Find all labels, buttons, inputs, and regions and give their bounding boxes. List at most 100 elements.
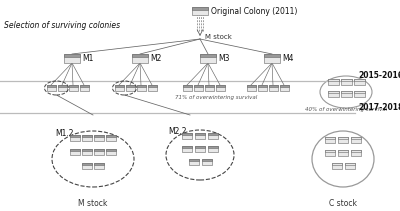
Bar xyxy=(200,54,216,63)
Bar xyxy=(182,146,192,152)
Text: 71% of overwintering survival: 71% of overwintering survival xyxy=(175,95,257,100)
Bar xyxy=(94,149,104,151)
Bar xyxy=(328,79,338,85)
Bar xyxy=(354,79,364,85)
Bar xyxy=(194,85,202,87)
Bar xyxy=(106,149,116,151)
Bar xyxy=(148,85,156,91)
Bar xyxy=(82,134,92,137)
Bar xyxy=(106,134,116,141)
Bar xyxy=(268,85,278,91)
Bar xyxy=(136,85,146,87)
Bar xyxy=(46,85,56,87)
Bar xyxy=(246,85,256,91)
Bar xyxy=(182,146,192,148)
Bar xyxy=(208,133,218,135)
Bar xyxy=(328,91,338,93)
Bar xyxy=(340,79,352,81)
Bar xyxy=(64,54,80,57)
Text: M stock: M stock xyxy=(205,34,232,40)
Bar xyxy=(94,134,104,137)
Bar xyxy=(200,54,216,57)
Bar xyxy=(351,137,361,143)
Bar xyxy=(202,158,212,165)
Text: M stock: M stock xyxy=(78,199,108,208)
Bar xyxy=(126,85,134,91)
Bar xyxy=(280,85,288,87)
Bar xyxy=(94,162,104,169)
Text: 40% of overwintering survival: 40% of overwintering survival xyxy=(305,107,387,112)
Bar xyxy=(70,134,80,137)
Bar xyxy=(68,85,78,87)
Bar xyxy=(354,91,364,93)
Bar xyxy=(354,79,364,81)
Bar xyxy=(136,85,146,91)
Bar xyxy=(182,85,192,91)
Bar xyxy=(64,54,80,63)
Bar xyxy=(328,91,338,97)
Bar xyxy=(148,85,156,87)
Bar xyxy=(94,162,104,165)
Bar xyxy=(351,150,361,156)
Bar xyxy=(182,133,192,139)
Bar xyxy=(325,137,335,143)
Text: Original Colony (2011): Original Colony (2011) xyxy=(211,7,297,15)
Text: M1: M1 xyxy=(82,54,93,63)
Bar xyxy=(354,91,364,97)
Bar xyxy=(82,149,92,155)
Bar xyxy=(195,133,205,139)
Bar xyxy=(82,162,92,169)
Text: M2: M2 xyxy=(150,54,161,63)
Bar xyxy=(202,158,212,161)
Bar xyxy=(58,85,66,87)
Bar xyxy=(351,137,361,139)
Bar xyxy=(46,85,56,91)
Bar xyxy=(182,133,192,135)
Bar xyxy=(338,150,348,152)
Bar xyxy=(58,85,66,91)
Bar xyxy=(126,85,134,87)
Bar xyxy=(182,85,192,87)
Text: 2017-2018: 2017-2018 xyxy=(358,104,400,112)
Bar xyxy=(344,162,354,169)
Bar xyxy=(344,162,354,165)
Bar xyxy=(80,85,88,91)
Bar xyxy=(94,134,104,141)
Bar xyxy=(280,85,288,91)
Bar xyxy=(70,149,80,155)
Bar xyxy=(325,150,335,152)
Bar xyxy=(338,150,348,156)
Bar xyxy=(114,85,124,87)
Bar xyxy=(325,150,335,156)
Bar xyxy=(70,149,80,151)
Bar xyxy=(264,54,280,57)
Bar xyxy=(340,91,352,93)
Text: M2.2: M2.2 xyxy=(168,127,186,137)
Bar xyxy=(338,137,348,143)
Bar xyxy=(325,137,335,139)
Bar xyxy=(340,79,352,85)
Bar xyxy=(114,85,124,91)
Bar xyxy=(246,85,256,87)
Bar xyxy=(192,7,208,10)
Bar xyxy=(195,146,205,152)
Bar xyxy=(68,85,78,91)
Bar xyxy=(216,85,224,91)
Bar xyxy=(351,150,361,152)
Bar xyxy=(264,54,280,63)
Text: 2015-2016: 2015-2016 xyxy=(358,72,400,81)
Text: M3: M3 xyxy=(218,54,230,63)
Bar xyxy=(188,158,198,165)
Bar xyxy=(208,133,218,139)
Bar xyxy=(338,137,348,139)
Bar xyxy=(258,85,266,91)
Bar xyxy=(340,91,352,97)
Bar xyxy=(204,85,214,91)
Text: Selection of surviving colonies: Selection of surviving colonies xyxy=(4,20,120,30)
Bar xyxy=(204,85,214,87)
Bar xyxy=(82,162,92,165)
Bar xyxy=(106,149,116,155)
Bar xyxy=(216,85,224,87)
Bar xyxy=(192,7,208,15)
Bar xyxy=(268,85,278,87)
